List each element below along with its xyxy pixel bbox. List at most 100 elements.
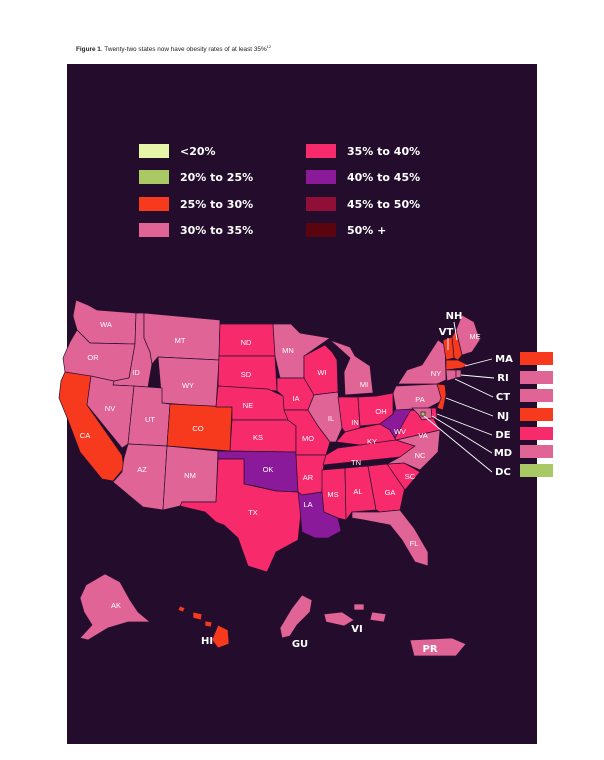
label-nv: NV xyxy=(105,404,115,413)
label-or: OR xyxy=(87,353,99,362)
label-oh: OH xyxy=(375,407,386,416)
state-hi xyxy=(211,624,230,649)
callout-swatch-ri xyxy=(520,371,553,384)
label-me: ME xyxy=(469,332,480,341)
callout-label-de: DE xyxy=(495,430,510,441)
label-la: LA xyxy=(303,500,312,509)
state-ny xyxy=(397,339,447,385)
legend-item-20-25: 20% to 25% xyxy=(139,170,253,184)
leader-ct xyxy=(454,378,494,398)
label-nd: ND xyxy=(241,338,252,347)
legend-item-lt20: <20% xyxy=(139,144,216,158)
label-ms: MS xyxy=(327,490,338,499)
legend-label: 50% + xyxy=(347,223,387,237)
label-al: AL xyxy=(353,487,362,496)
legend-label: 25% to 30% xyxy=(180,197,254,211)
state-tx xyxy=(179,458,303,573)
legend-item-45-50: 45% to 50% xyxy=(306,197,420,211)
state-dc xyxy=(420,411,426,417)
legend-swatch xyxy=(306,197,336,211)
callout-label-ma: MA xyxy=(495,354,513,365)
leader-de xyxy=(436,413,493,436)
legend-item-40-45: 40% to 45% xyxy=(306,170,420,184)
label-mt: MT xyxy=(175,336,186,345)
state-ct xyxy=(445,369,457,382)
state-hi-islands xyxy=(177,605,186,613)
label-mo: MO xyxy=(302,434,314,443)
legend-swatch xyxy=(139,197,169,211)
legend-swatch xyxy=(306,170,336,184)
label-il: IL xyxy=(328,414,334,423)
label-ky: KY xyxy=(367,437,377,446)
callout-swatch-md xyxy=(520,445,553,458)
label-co: CO xyxy=(192,424,203,433)
label-ca: CA xyxy=(80,431,90,440)
territory-vi xyxy=(323,611,355,627)
callout-swatch-dc xyxy=(520,464,553,477)
state-nc xyxy=(386,429,441,471)
state-ma xyxy=(445,359,469,371)
state-wv xyxy=(379,401,413,439)
leader-ma xyxy=(464,358,493,367)
label-nm: NM xyxy=(184,471,196,480)
label-sc: SC xyxy=(405,472,416,481)
callout-swatch-ct xyxy=(520,389,553,402)
label-pa: PA xyxy=(415,395,424,404)
state-hi-islands xyxy=(204,620,213,628)
state-ri xyxy=(455,369,462,379)
legend-swatch xyxy=(139,144,169,158)
callout-label-nj: NJ xyxy=(497,411,509,422)
label-wv: WV xyxy=(394,427,406,436)
figure-caption: Figure 1. Twenty-two states now have obe… xyxy=(76,44,271,53)
callout-swatch-nj xyxy=(520,408,553,421)
legend-item-30-35: 30% to 35% xyxy=(139,223,253,237)
state-vt xyxy=(442,336,455,361)
legend-label: 30% to 35% xyxy=(180,223,254,237)
legend-item-50-plus: 50% + xyxy=(306,223,386,237)
label-ne: NE xyxy=(243,401,253,410)
territory-gu xyxy=(279,594,313,639)
state-fl xyxy=(351,509,429,567)
label-az: AZ xyxy=(137,465,147,474)
state-hi-islands xyxy=(192,611,203,621)
figure-reference: 12 xyxy=(266,44,272,49)
legend-swatch xyxy=(306,144,336,158)
leader-nj xyxy=(445,397,494,417)
legend-item-35-40: 35% to 40% xyxy=(306,144,420,158)
callout-label-md: MD xyxy=(494,448,512,459)
label-nc: NC xyxy=(415,451,426,460)
label-ar: AR xyxy=(303,473,314,482)
territory-vi-islands xyxy=(369,611,387,623)
label-tn: TN xyxy=(351,458,361,467)
leader-ri xyxy=(460,374,495,379)
legend-swatch xyxy=(139,223,169,237)
leader-nh xyxy=(453,321,458,341)
label-ut: UT xyxy=(145,415,155,424)
state-nh xyxy=(451,329,463,361)
label-fl: FL xyxy=(410,539,419,548)
label-mn: MN xyxy=(282,346,294,355)
label-va: VA xyxy=(418,431,427,440)
label-ak: AK xyxy=(111,601,121,610)
legend-label: <20% xyxy=(180,144,216,158)
legend-label: 20% to 25% xyxy=(180,170,254,184)
legend-label: 45% to 50% xyxy=(347,197,421,211)
label-ga: GA xyxy=(385,488,396,497)
state-nj xyxy=(436,383,447,411)
legend-item-25-30: 25% to 30% xyxy=(139,197,253,211)
legend-swatch xyxy=(139,170,169,184)
figure-label: Figure 1 xyxy=(76,46,101,54)
territory-vi-islands xyxy=(353,603,365,611)
label-vi: VI xyxy=(351,624,362,635)
callout-label-dc: DC xyxy=(495,467,511,478)
territory-pr xyxy=(409,637,467,657)
callout-label-ri: RI xyxy=(497,373,508,384)
label-gu: GU xyxy=(292,639,308,650)
state-al xyxy=(344,465,377,522)
figure-caption-text: . Twenty-two states now have obesity rat… xyxy=(100,46,267,54)
label-pr: PR xyxy=(422,644,437,655)
state-wi xyxy=(303,344,339,396)
label-sd: SD xyxy=(241,370,252,379)
label-wi: WI xyxy=(317,368,326,377)
